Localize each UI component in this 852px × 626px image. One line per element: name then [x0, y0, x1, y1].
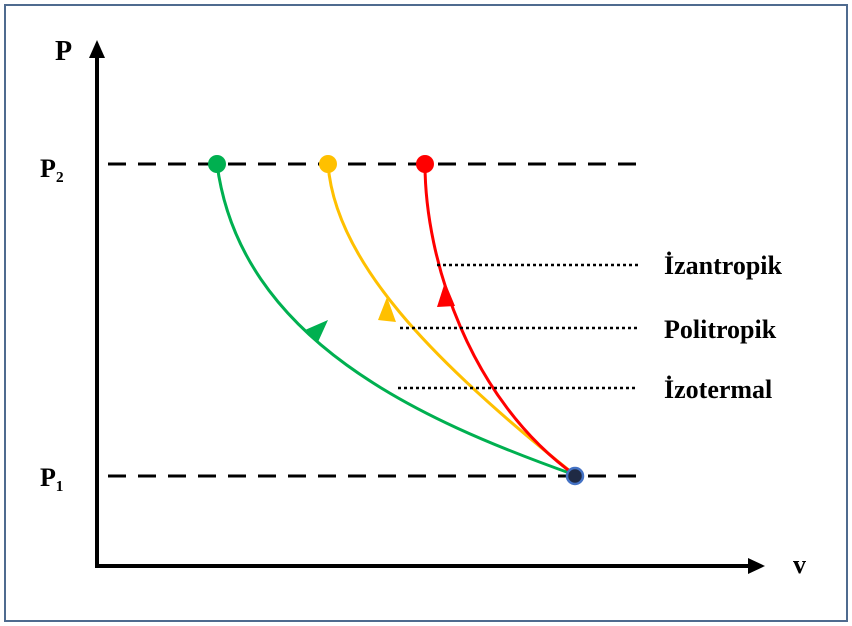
x-axis-label: v	[793, 550, 806, 579]
y-axis-label: P	[55, 36, 72, 67]
p2-label: P₂	[40, 154, 64, 183]
p1-label: P₁	[40, 463, 64, 492]
isentropic-curve	[423, 163, 576, 477]
x-axis-arrow	[748, 558, 765, 574]
izantropik-label: İzantropik	[664, 251, 783, 280]
polytropic-end-point	[319, 155, 337, 173]
isentropic-arrow	[437, 282, 455, 307]
start-point	[565, 466, 585, 486]
diagram-border	[4, 4, 848, 622]
polytropic-arrow	[378, 297, 396, 322]
y-axis-arrow	[89, 40, 105, 58]
isothermal-arrow	[305, 320, 328, 342]
isothermal-end-point	[208, 155, 226, 173]
politropik-label: Politropik	[664, 315, 777, 344]
polytropic-curve	[326, 163, 576, 477]
izotermal-label: İzotermal	[664, 375, 772, 404]
isentropic-end-point	[416, 155, 434, 173]
isothermal-curve	[215, 163, 576, 477]
